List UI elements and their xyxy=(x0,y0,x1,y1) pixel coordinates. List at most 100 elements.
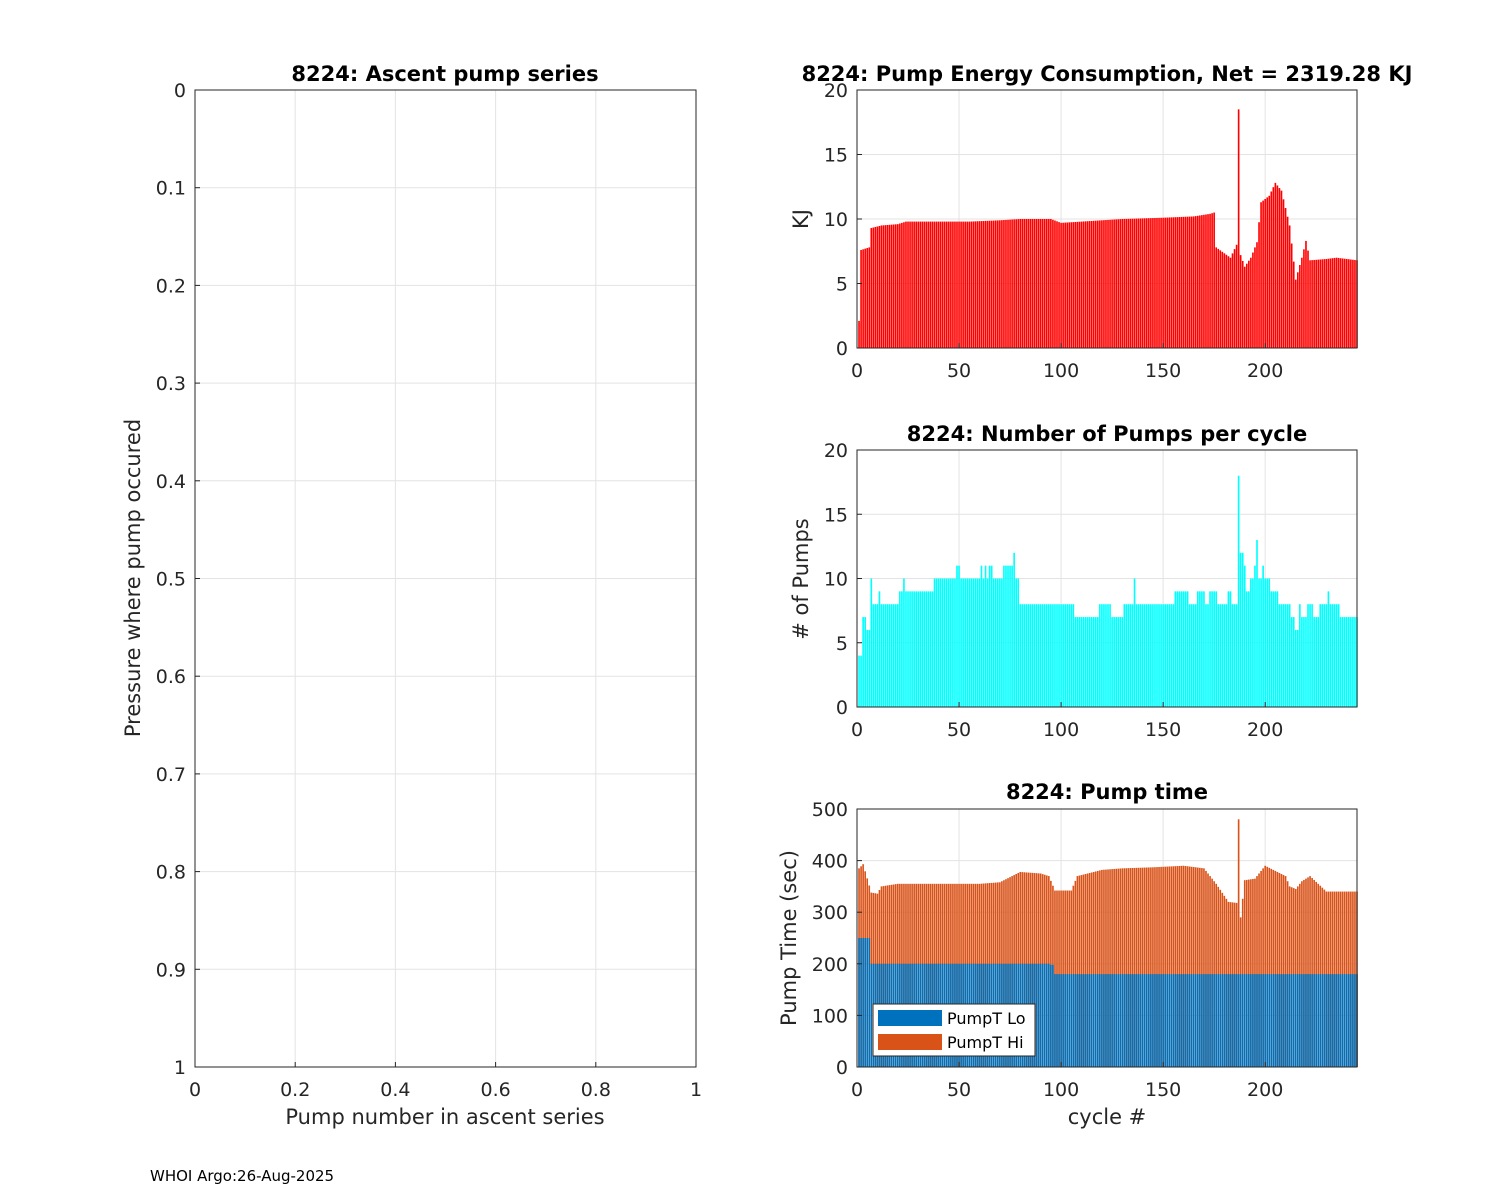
pumps-bar xyxy=(1229,591,1232,707)
pumptime-lo-bar xyxy=(1131,974,1134,1067)
pumps-bar xyxy=(921,591,924,707)
pumptime-lo-bar xyxy=(1050,964,1052,1067)
energy-bar xyxy=(1050,219,1052,348)
pumptime-hi-bar xyxy=(1313,879,1315,1067)
pumps-bar xyxy=(941,578,944,707)
pumptime-lo-bar xyxy=(1307,974,1309,1067)
pumptime-hi-bar xyxy=(1113,868,1115,1067)
pumps-bar xyxy=(1021,604,1024,707)
pumps-bar xyxy=(1262,565,1264,707)
pumptime-lo-bar xyxy=(1064,974,1066,1067)
pumps-bar xyxy=(1127,604,1130,707)
energy-bar xyxy=(939,221,942,348)
pumps-bar xyxy=(1290,617,1293,707)
energy-bar xyxy=(1233,249,1236,348)
pumps-bar xyxy=(1227,591,1230,707)
pumptime-lo-bar xyxy=(1088,974,1091,1067)
pumptime-hi-bar xyxy=(1174,866,1177,1067)
energy-bar xyxy=(1090,220,1093,349)
pumps-bar xyxy=(982,578,985,707)
energy-bar xyxy=(1276,185,1279,348)
pumps-bar xyxy=(1280,604,1283,707)
pumps-bar xyxy=(992,578,995,707)
pumptime-lo-bar xyxy=(1331,974,1334,1067)
pumps-bar xyxy=(1274,591,1277,707)
pumptime-hi-bar xyxy=(1303,879,1305,1067)
ascent-ytick-label: 0.7 xyxy=(156,764,186,786)
pumps-bar xyxy=(1062,604,1064,707)
energy-bar xyxy=(1288,225,1291,348)
energy-bar xyxy=(1064,222,1066,348)
pumptime-lo-bar xyxy=(1107,974,1109,1067)
pumptime-lo-bar xyxy=(1245,974,1248,1067)
pumps-bar xyxy=(984,565,987,707)
pumptime-lo-bar xyxy=(1319,974,1322,1067)
pumptime-xtick-label: 0 xyxy=(851,1079,863,1101)
pumps-bar xyxy=(1264,578,1266,707)
pumps-bar xyxy=(897,604,899,707)
energy-bar xyxy=(1129,218,1132,348)
energy-bar xyxy=(943,221,946,348)
energy-bar xyxy=(954,221,956,348)
pumptime-xtick-label: 150 xyxy=(1145,1079,1181,1101)
pumps-bar xyxy=(1194,604,1197,707)
pumptime-ticks: 0 50 100 150 200 0 100 200 300 400 500 xyxy=(812,799,1284,1101)
pumptime-lo-bar xyxy=(1323,974,1326,1067)
ascent-xtick-label: 0 xyxy=(189,1079,201,1101)
pumptime-lo-bar xyxy=(1143,974,1146,1067)
energy-bar xyxy=(1180,216,1183,348)
pumps-bar xyxy=(1045,604,1048,707)
energy-bar xyxy=(1123,218,1126,348)
pumptime-hi-bar xyxy=(1094,871,1097,1067)
energy-bar xyxy=(1062,222,1064,348)
pumps-bar xyxy=(1143,604,1146,707)
pumptime-lo-bar xyxy=(1207,974,1209,1067)
energy-bar xyxy=(1229,257,1232,348)
energy-bar xyxy=(1350,259,1352,348)
pumptime-hi-bar xyxy=(1111,869,1113,1067)
energy-bar xyxy=(1056,221,1058,348)
energy-xtick-label: 150 xyxy=(1145,360,1181,382)
ascent-ytick-label: 0.3 xyxy=(156,373,186,395)
energy-bar xyxy=(1145,218,1148,348)
pumps-bar xyxy=(1001,578,1003,707)
ascent-xtick-label: 0.2 xyxy=(280,1079,310,1101)
pumps-bar xyxy=(1088,617,1091,707)
pumptime-lo-bar xyxy=(1182,974,1185,1067)
pumps-bar xyxy=(1329,604,1332,707)
energy-bar xyxy=(1054,220,1056,348)
energy-bar xyxy=(937,221,940,348)
pumptime-hi-bar xyxy=(1203,868,1205,1067)
energy-bar xyxy=(886,224,889,348)
pumps-ytick-label: 0 xyxy=(836,697,848,719)
pumps-bar xyxy=(939,578,942,707)
pumptime-lo-bar xyxy=(1190,974,1193,1067)
energy-bar xyxy=(1199,215,1201,348)
pumps-bar xyxy=(1305,617,1307,707)
energy-bar xyxy=(1217,248,1220,348)
energy-bar xyxy=(882,225,885,348)
pumptime-hi-bar xyxy=(1311,878,1313,1067)
pumptime-lo-bar xyxy=(1062,974,1064,1067)
pumptime-hi-bar xyxy=(1125,868,1128,1067)
energy-bar xyxy=(1113,219,1115,348)
pumptime-lo-bar xyxy=(1194,974,1197,1067)
pumps-bar xyxy=(1341,617,1344,707)
energy-bar xyxy=(1219,250,1222,348)
pumptime-hi-bar xyxy=(1272,869,1275,1067)
energy-bar xyxy=(1039,219,1042,348)
energy-bar xyxy=(1339,258,1342,348)
energy-bar xyxy=(945,221,948,348)
energy-bar xyxy=(1119,219,1122,348)
energy-bar xyxy=(862,249,864,348)
energy-bar xyxy=(956,221,958,348)
energy-bar xyxy=(1252,252,1254,348)
pumps-bar xyxy=(1256,539,1258,707)
energy-bar xyxy=(1103,220,1105,348)
pumptime-lo-bar xyxy=(1321,974,1324,1067)
pumptime-hi-bar xyxy=(1201,868,1203,1067)
ascent-title: 8224: Ascent pump series xyxy=(291,62,598,86)
pumps-bar xyxy=(905,591,907,707)
energy-ytick-label: 15 xyxy=(824,145,848,167)
